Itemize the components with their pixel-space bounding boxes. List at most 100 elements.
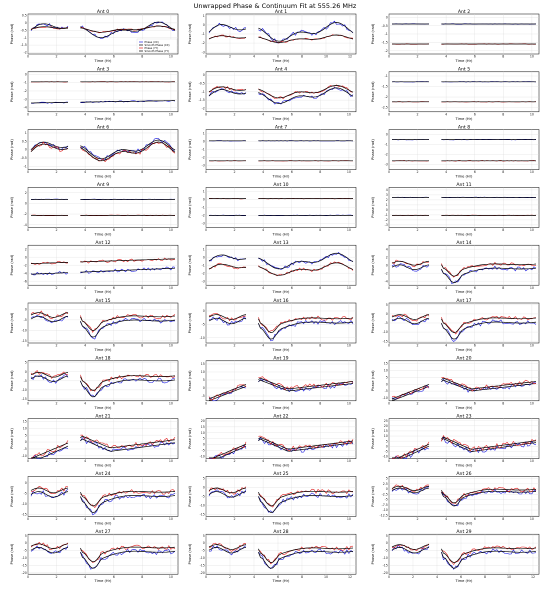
y-tick-label: -2 <box>202 156 205 160</box>
y-tick-label: -2 <box>202 107 205 111</box>
series-yy-line <box>258 376 354 391</box>
x-tick-label: 2 <box>56 344 58 348</box>
smooth-fit <box>30 312 69 318</box>
x-tick-label: 4 <box>445 517 447 521</box>
x-tick-label: 8 <box>502 228 504 232</box>
y-tick-label: -2 <box>385 218 388 222</box>
y-axis-label: Phase (rad) <box>10 543 14 564</box>
y-axis-label: Phase (rad) <box>10 81 14 102</box>
smooth-fit-line <box>80 100 175 103</box>
series-xx-line <box>80 21 176 39</box>
y-tick-label: -20 <box>383 571 388 575</box>
series-xx <box>208 545 247 556</box>
y-tick-label: -4 <box>385 279 388 283</box>
smooth-fit-line <box>258 317 354 333</box>
y-tick-label: 2 <box>25 191 27 195</box>
x-tick-label: 8 <box>141 286 143 290</box>
smooth-fit <box>391 260 430 266</box>
y-tick-label: 2 <box>25 247 27 251</box>
panel-title: Ant 11 <box>456 182 471 188</box>
x-tick-label: 8 <box>141 459 143 463</box>
x-tick-label: 6 <box>113 228 115 232</box>
series-yy-line <box>441 435 537 452</box>
x-axis-label: Time (Hr) <box>272 464 291 468</box>
y-tick-label: -6 <box>24 279 27 283</box>
x-tick-label: 10 <box>169 401 173 405</box>
y-tick-label: -15 <box>383 339 388 343</box>
y-tick-label: -4 <box>24 271 27 275</box>
panel-title: Ant 28 <box>273 529 288 535</box>
x-tick-label: 4 <box>84 459 86 463</box>
smooth-fit <box>208 86 247 93</box>
x-tick-label: 4 <box>436 575 438 579</box>
y-tick-label: -2 <box>24 89 27 93</box>
y-tick-label: -5 <box>385 321 388 325</box>
series-xx <box>30 440 69 459</box>
panel-frame <box>388 129 540 170</box>
x-tick-label: 10 <box>347 112 351 116</box>
series-xx <box>391 263 430 272</box>
x-tick-label: 6 <box>460 575 462 579</box>
x-tick-label: 8 <box>301 55 303 59</box>
x-tick-label: 10 <box>169 170 173 174</box>
y-tick-label: -15 <box>22 563 27 567</box>
series-xx <box>30 23 69 32</box>
y-tick-label: 0 <box>25 21 27 25</box>
y-tick-label: 5 <box>386 375 388 379</box>
y-tick-label: -5 <box>202 549 205 553</box>
smooth-fit <box>30 372 69 378</box>
y-axis-label: Phase (rad) <box>371 139 375 160</box>
x-axis-label: Time (Hr) <box>455 348 474 352</box>
y-tick-label: 0 <box>203 198 205 202</box>
x-tick-label: 2 <box>56 170 58 174</box>
y-tick-label: -10 <box>22 388 27 392</box>
x-tick-label: 4 <box>445 228 447 232</box>
x-tick-label: 10 <box>530 459 534 463</box>
smooth-fit <box>391 544 430 550</box>
y-tick-label: -3 <box>24 97 27 101</box>
panel-title: Ant 12 <box>95 240 110 246</box>
series-xx-line <box>258 252 354 270</box>
y-tick-label: 1 <box>25 131 27 135</box>
panel-title: Ant 24 <box>95 471 110 477</box>
y-tick-label: -3 <box>202 279 205 283</box>
x-tick-label: 0 <box>205 112 207 116</box>
y-tick-label: -5 <box>385 549 388 553</box>
x-tick-label: 10 <box>530 344 534 348</box>
smooth-fit-line <box>80 379 176 398</box>
x-tick-label: 2 <box>234 170 236 174</box>
smooth-fit-line <box>258 495 354 513</box>
x-tick-label: 10 <box>530 286 534 290</box>
y-axis-label: Phase (rad) <box>10 196 14 217</box>
x-tick-label: 4 <box>262 286 264 290</box>
y-tick-label: -10 <box>383 330 388 334</box>
y-tick-label: -2 <box>385 49 388 53</box>
panel-title: Ant 10 <box>273 182 288 188</box>
smooth-fit-line <box>258 547 354 563</box>
x-axis-label: Time (Hr) <box>94 348 113 352</box>
x-tick-label: 6 <box>474 517 476 521</box>
y-tick-label: -1 <box>202 263 205 267</box>
y-tick-label: 15 <box>384 429 388 433</box>
x-tick-label: 6 <box>113 55 115 59</box>
y-axis-label: Phase (rad) <box>188 81 192 102</box>
x-tick-label: 4 <box>84 170 86 174</box>
smooth-fit <box>209 386 247 401</box>
x-tick-label: 10 <box>530 517 534 521</box>
x-tick-label: 4 <box>445 286 447 290</box>
x-tick-label: 10 <box>169 286 173 290</box>
y-tick-label: -1.5 <box>382 40 388 44</box>
x-tick-label: 8 <box>502 344 504 348</box>
y-tick-label: 25 <box>384 419 388 423</box>
smooth-fit-line <box>258 87 354 104</box>
x-tick-label: 6 <box>474 344 476 348</box>
x-tick-label: 6 <box>474 170 476 174</box>
series-yy-line <box>441 487 537 504</box>
x-tick-label: 6 <box>113 575 115 579</box>
panel-ant-16: Ant 16 0 2 4 6 8 10 -10 -5 0 Time (Hr) Phase (rad) <box>188 298 357 352</box>
panel-title: Ant 27 <box>95 529 110 535</box>
panel-title: Ant 21 <box>95 413 110 419</box>
x-tick-label: 10 <box>530 112 534 116</box>
x-tick-label: 4 <box>262 459 264 463</box>
panel-title: Ant 20 <box>456 356 471 362</box>
